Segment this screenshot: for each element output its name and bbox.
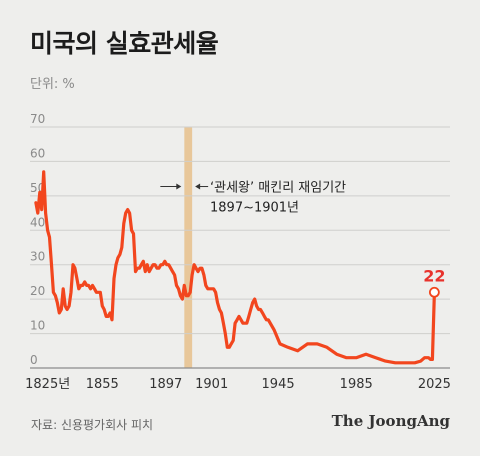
x-tick-label: 1945 <box>262 377 295 392</box>
latest-value-label: 22 <box>423 266 445 285</box>
y-tick-label: 10 <box>30 319 45 333</box>
annotation-arrowhead-right <box>195 183 201 190</box>
x-tick-label: 1985 <box>340 377 373 392</box>
latest-point <box>428 286 440 298</box>
annotation-label-line1: ‘관세왕’ 매킨리 재임기간 <box>210 181 346 196</box>
y-tick-label: 0 <box>30 353 38 367</box>
y-tick-label: 20 <box>30 284 45 298</box>
x-tick-label: 1825년 <box>25 377 70 392</box>
x-tick-label: 1897 <box>149 377 182 392</box>
latest-value-layer: 22 <box>423 266 446 298</box>
x-tick-label: 2025 <box>418 377 451 392</box>
y-tick-label: 60 <box>30 146 45 160</box>
series-line <box>34 170 436 365</box>
x-tick-labels: 1825년 1855 1897 1901 1945 1985 2025 <box>25 377 451 392</box>
unit-label: 단위: % <box>30 77 75 92</box>
highlight-band <box>184 127 193 368</box>
y-tick-label: 70 <box>30 112 45 126</box>
y-tick-label: 30 <box>30 250 45 264</box>
source-note: 자료: 신용평가회사 피치 <box>31 418 154 432</box>
chart-title: 미국의 실효관세율 <box>30 29 219 58</box>
gridlines <box>30 126 450 369</box>
x-tick-label: 1855 <box>86 377 119 392</box>
x-tick-label: 1901 <box>195 377 228 392</box>
highlight-band-layer <box>184 127 193 368</box>
series-layer <box>34 170 436 365</box>
highlight-annotation: ‘관세왕’ 매킨리 재임기간 1897~1901년 <box>160 181 346 216</box>
brand-logo: The JoongAng <box>331 412 450 430</box>
annotation-label-line2: 1897~1901년 <box>210 201 299 216</box>
y-tick-label: 40 <box>30 215 45 229</box>
annotation-arrowhead-left <box>176 183 182 190</box>
